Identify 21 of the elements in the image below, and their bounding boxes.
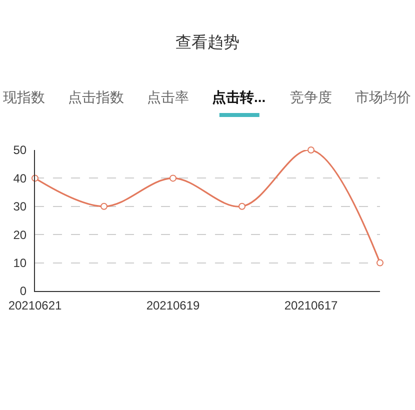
y-tick-label: 30 <box>13 200 27 214</box>
text: 点击率 <box>147 89 189 105</box>
text: 现指数 <box>3 89 45 105</box>
y-tick-label: 50 <box>13 143 27 158</box>
text: 点击指数 <box>68 89 124 105</box>
point <box>170 174 176 182</box>
text: 竞争度 <box>290 89 332 105</box>
x-tick-label: 20210621 <box>8 298 62 312</box>
point <box>308 146 314 154</box>
y-tick-label: 40 <box>13 171 27 186</box>
chart-title: 查看趋势 <box>176 34 240 52</box>
point <box>100 202 108 210</box>
point <box>376 259 384 266</box>
point <box>238 202 246 210</box>
y-tick-label: 10 <box>13 256 27 270</box>
x-tick-label: 20210619 <box>146 298 200 312</box>
y-tick-label: 20 <box>13 228 27 242</box>
text: 市场均价 <box>355 89 411 105</box>
y-tick-label: 0 <box>20 284 27 298</box>
text: 点击转... <box>212 89 266 105</box>
x-tick-label: 20210617 <box>284 298 338 312</box>
